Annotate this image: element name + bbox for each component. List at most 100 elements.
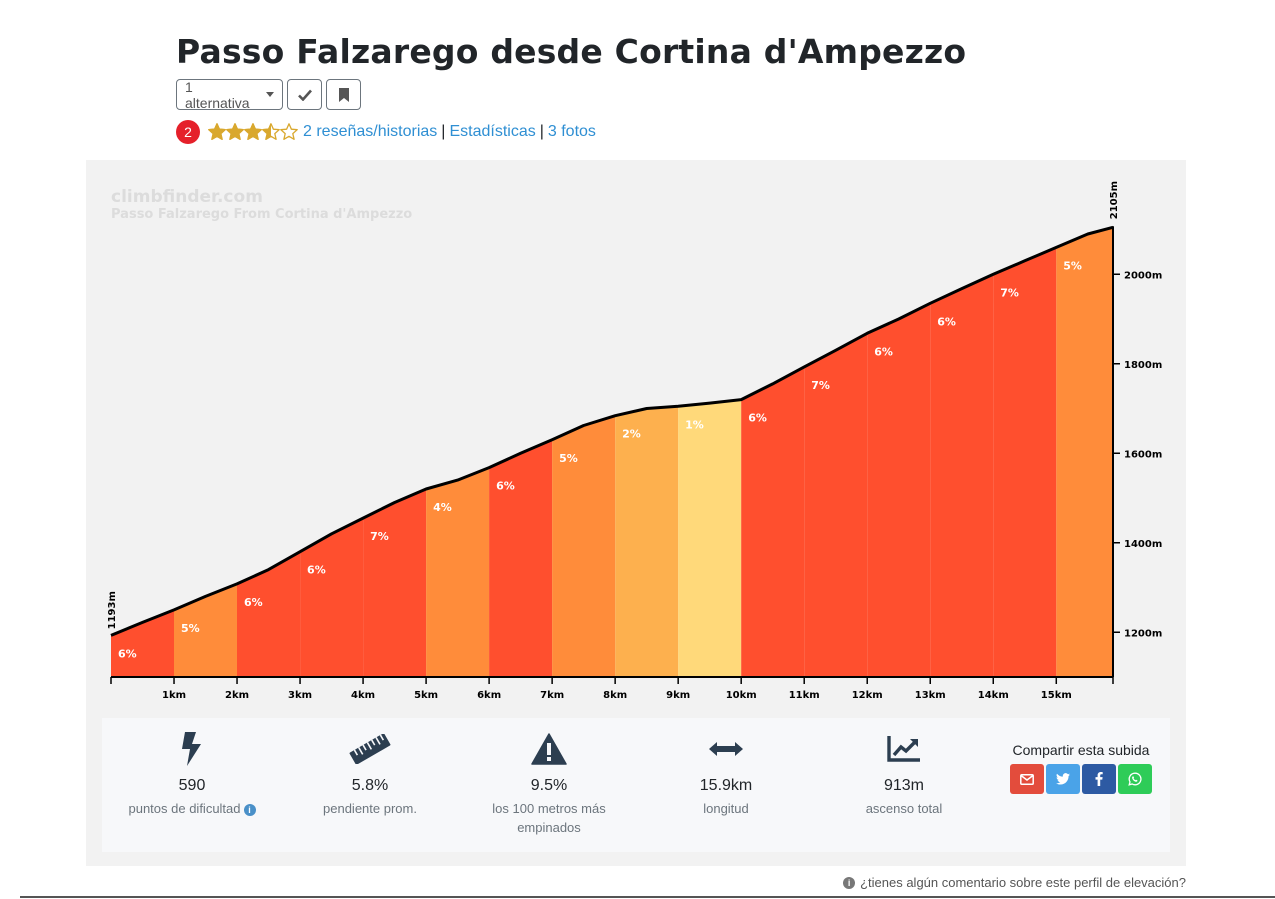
bolt-icon <box>102 731 282 767</box>
mark-done-button[interactable] <box>287 79 322 110</box>
stat-value: 15.9km <box>699 777 753 794</box>
page-title: Passo Falzarego desde Cortina d'Ampezzo <box>176 32 967 71</box>
elevation-profile-panel: climbfinder.com Passo Falzarego From Cor… <box>86 160 1186 866</box>
twitter-icon <box>1056 773 1070 785</box>
bookmark-button[interactable] <box>326 79 361 110</box>
separator: | <box>539 123 544 140</box>
grade-segment <box>678 399 742 677</box>
grade-label: 1% <box>685 418 704 431</box>
x-tick-label: 8km <box>603 690 627 701</box>
watermark-subtitle: Passo Falzarego From Cortina d'Ampezzo <box>111 207 413 222</box>
grade-segment <box>300 518 364 677</box>
stat-steepest: 9.5% los 100 metros más empinados <box>459 718 639 837</box>
stat-total-ascent: 913m ascenso total <box>814 718 994 818</box>
star-icon <box>208 123 226 140</box>
ruler-icon <box>280 731 460 767</box>
email-icon <box>1020 773 1034 785</box>
stat-avg-grade: 5.8% pendiente prom. <box>280 718 460 818</box>
grade-label: 6% <box>496 480 515 493</box>
grade-segment <box>174 583 237 677</box>
x-tick-label: 14km <box>978 690 1009 701</box>
watermark-brand: climbfinder.com <box>111 187 263 207</box>
x-tick-label: 5km <box>414 690 438 701</box>
y-tick-label: 1800m <box>1124 360 1162 371</box>
share-section: Compartir esta subida <box>1008 742 1154 794</box>
grade-label: 4% <box>433 501 452 514</box>
feedback-link[interactable]: i ¿tienes algún comentario sobre este pe… <box>843 875 1186 890</box>
x-tick-label: 3km <box>288 690 312 701</box>
grade-segment <box>363 489 427 677</box>
reviews-link[interactable]: 2 reseñas/historias <box>303 123 438 140</box>
profile-line <box>110 225 1114 637</box>
x-tick-label: 11km <box>789 690 820 701</box>
grade-label: 6% <box>118 647 137 660</box>
grade-segment <box>741 366 805 677</box>
grade-label: 7% <box>1000 286 1019 299</box>
photos-link[interactable]: 3 fotos <box>547 123 596 140</box>
grade-label: 7% <box>811 379 830 392</box>
share-label: Compartir esta subida <box>1012 742 1150 758</box>
grade-segment <box>489 439 553 677</box>
x-tick-label: 2km <box>225 690 249 701</box>
stat-value: 913m <box>883 777 925 794</box>
x-tick-label: 9km <box>666 690 690 701</box>
grade-label: 7% <box>370 530 389 543</box>
grade-segment <box>867 303 931 677</box>
chart-line-icon <box>814 731 994 767</box>
caret-down-icon <box>266 92 274 97</box>
stat-difficulty: 590 puntos de dificultad i <box>102 718 282 818</box>
facebook-icon <box>1095 772 1103 786</box>
start-elevation-label: 1193m <box>107 591 118 629</box>
grade-segment <box>930 274 994 677</box>
star-icon <box>244 123 262 140</box>
stat-label: puntos de dificultad i <box>102 799 282 818</box>
stats-bar: 590 puntos de dificultad i 5.8% pendiente… <box>102 718 1170 852</box>
toolbar: 1 alternativa <box>176 78 361 111</box>
star-icon <box>226 123 244 140</box>
rating-row: 2 2 reseñas/historias | Estadísticas | 3… <box>176 119 596 145</box>
share-facebook-button[interactable] <box>1082 764 1116 794</box>
alternatives-label: 1 alternativa <box>185 78 250 111</box>
share-whatsapp-button[interactable] <box>1118 764 1152 794</box>
x-tick-label: 12km <box>852 690 883 701</box>
end-elevation-label: 2105m <box>1109 181 1120 219</box>
grade-label: 5% <box>181 622 200 635</box>
grade-label: 6% <box>748 412 767 425</box>
rank-badge: 2 <box>176 120 200 144</box>
info-icon: i <box>843 876 856 889</box>
y-tick-label: 1600m <box>1124 449 1162 460</box>
grade-segment <box>993 247 1057 677</box>
grade-segment <box>1056 227 1113 678</box>
info-icon[interactable]: i <box>243 803 256 816</box>
grade-segment <box>615 406 679 677</box>
y-tick-label: 2000m <box>1124 270 1162 281</box>
feedback-text: ¿tienes algún comentario sobre este perf… <box>860 875 1186 890</box>
y-tick-label: 1200m <box>1124 628 1162 639</box>
grade-label: 6% <box>937 315 956 328</box>
stat-label: los 100 metros más empinados <box>492 801 606 835</box>
star-icon <box>262 123 280 140</box>
grade-label: 6% <box>874 345 893 358</box>
check-icon <box>297 89 312 101</box>
star-icon <box>280 123 298 140</box>
whatsapp-icon <box>1128 772 1142 786</box>
share-twitter-button[interactable] <box>1046 764 1080 794</box>
x-tick-label: 10km <box>726 690 757 701</box>
x-tick-label: 7km <box>540 690 564 701</box>
statistics-link[interactable]: Estadísticas <box>449 123 536 140</box>
alternatives-dropdown[interactable]: 1 alternativa <box>176 78 283 111</box>
stat-label: pendiente prom. <box>323 801 417 816</box>
stat-value: 9.5% <box>530 777 568 794</box>
page-divider <box>20 896 1275 898</box>
x-tick-label: 4km <box>351 690 375 701</box>
share-email-button[interactable] <box>1010 764 1044 794</box>
bookmark-icon <box>338 87 349 102</box>
grade-label: 6% <box>244 596 263 609</box>
stat-length: 15.9km longitud <box>636 718 816 818</box>
stat-label: ascenso total <box>865 801 943 816</box>
grade-label: 5% <box>559 452 578 465</box>
x-tick-label: 1km <box>162 690 186 701</box>
grade-segment <box>552 415 616 677</box>
x-tick-label: 13km <box>915 690 946 701</box>
grade-segment <box>111 609 174 677</box>
